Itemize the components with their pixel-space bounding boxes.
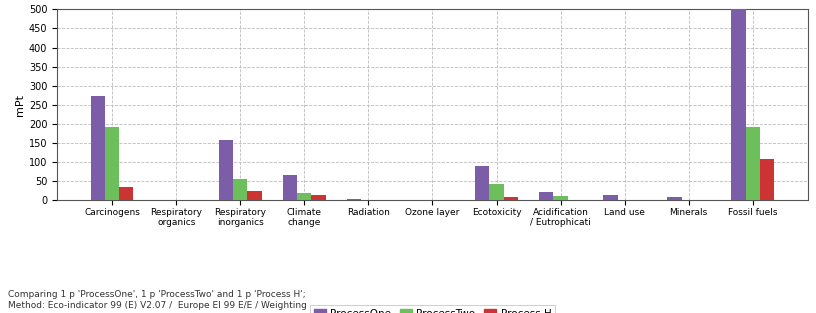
Bar [220, 140, 233, 200]
Bar [667, 197, 681, 200]
Bar [348, 199, 361, 200]
Bar [553, 196, 568, 200]
Bar [233, 179, 247, 200]
Bar [503, 197, 517, 200]
Bar [105, 127, 119, 200]
Bar [297, 193, 312, 200]
Bar [119, 187, 134, 200]
Bar [247, 191, 262, 200]
Bar [760, 159, 774, 200]
Bar [476, 166, 490, 200]
Bar [312, 195, 326, 200]
Text: Comparing 1 p 'ProcessOne', 1 p 'ProcessTwo' and 1 p 'Process H';
Method: Eco-in: Comparing 1 p 'ProcessOne', 1 p 'Process… [8, 290, 307, 310]
Bar [603, 195, 618, 200]
Bar [490, 184, 503, 200]
Y-axis label: mPt: mPt [15, 94, 24, 116]
Bar [731, 8, 746, 200]
Bar [91, 96, 105, 200]
Bar [746, 127, 760, 200]
Bar [283, 176, 297, 200]
Bar [539, 192, 553, 200]
Legend: ProcessOne, ProcessTwo, Process H: ProcessOne, ProcessTwo, Process H [309, 305, 556, 313]
